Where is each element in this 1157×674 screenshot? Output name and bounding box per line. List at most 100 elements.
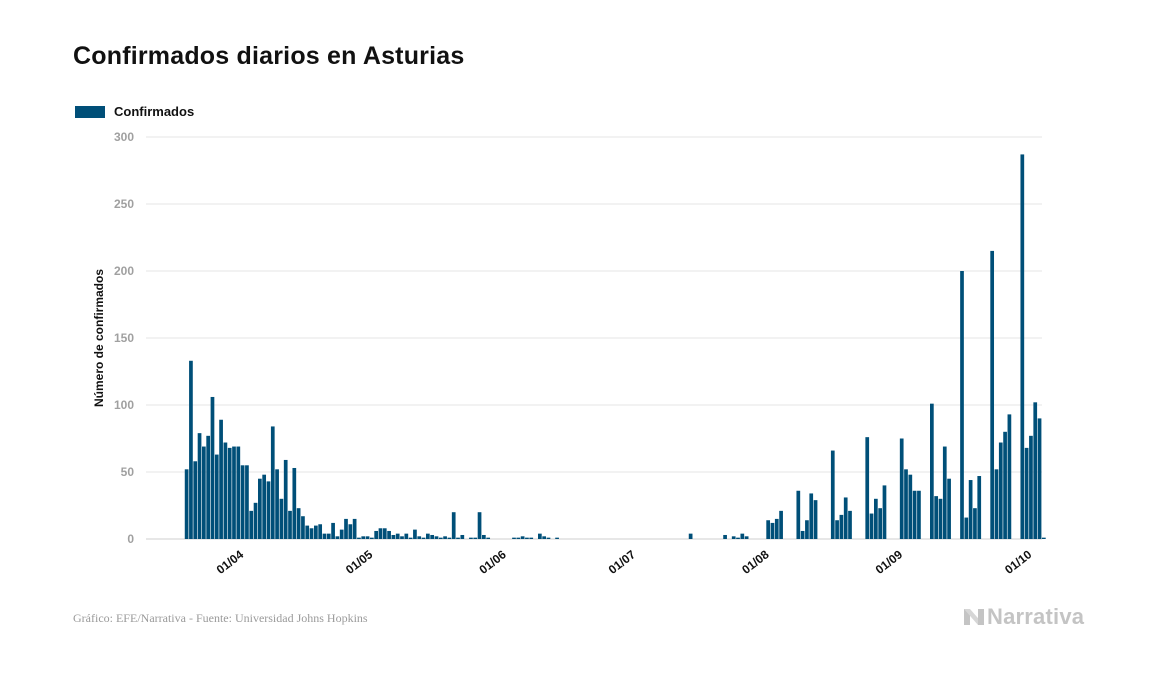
- y-tick-label: 150: [114, 331, 134, 345]
- bar: [309, 528, 314, 539]
- bar: [210, 396, 215, 539]
- bar: [473, 537, 478, 539]
- bar: [395, 533, 400, 539]
- bar: [486, 537, 491, 539]
- x-tick-label: 01/09: [873, 547, 906, 577]
- bar: [318, 524, 323, 539]
- bar: [227, 447, 232, 539]
- bar: [930, 403, 934, 539]
- bar: [942, 446, 947, 539]
- bar: [339, 529, 344, 539]
- bar: [404, 533, 409, 539]
- legend: Confirmados: [75, 104, 194, 119]
- bar: [912, 490, 917, 539]
- bar: [917, 490, 921, 539]
- x-tick-label: 01/07: [606, 547, 639, 577]
- bar: [258, 478, 262, 539]
- bar: [800, 530, 805, 539]
- bar: [813, 500, 818, 539]
- bar: [382, 528, 387, 539]
- bar: [245, 465, 249, 539]
- bar-series-confirmados: [184, 154, 1046, 540]
- bar: [378, 528, 383, 539]
- bar: [1037, 418, 1042, 539]
- bar: [938, 498, 943, 539]
- bar: [447, 537, 452, 539]
- bar: [219, 419, 223, 539]
- x-tick-label: 01/10: [1002, 547, 1035, 577]
- x-tick-label: 01/05: [343, 547, 376, 577]
- bar: [387, 530, 391, 539]
- bar: [279, 498, 284, 539]
- bar: [434, 536, 439, 539]
- bar: [973, 508, 977, 539]
- y-tick-label: 300: [114, 130, 134, 144]
- bar: [520, 536, 525, 539]
- bar: [344, 518, 348, 539]
- bar: [283, 459, 288, 539]
- bar: [223, 442, 228, 539]
- bar: [908, 474, 913, 539]
- x-tick-label: 01/06: [476, 547, 509, 577]
- bar: [361, 536, 366, 539]
- bar: [796, 490, 801, 539]
- bar: [1024, 447, 1029, 539]
- bar: [899, 438, 904, 539]
- bar: [529, 537, 534, 539]
- bar: [275, 469, 279, 539]
- brand-name: Narrativa: [987, 604, 1085, 629]
- bar: [1033, 402, 1038, 539]
- bar: [1007, 414, 1012, 539]
- bar: [296, 508, 301, 539]
- bar: [843, 497, 848, 539]
- bar: [546, 537, 551, 539]
- bar: [443, 536, 447, 539]
- bar: [456, 537, 460, 539]
- bar: [964, 517, 969, 539]
- bar: [232, 446, 236, 539]
- grid: [146, 136, 1042, 540]
- brand-logo: Narrativa: [963, 604, 1084, 630]
- bar: [809, 493, 814, 539]
- bar: [348, 524, 353, 539]
- bar: [688, 533, 693, 539]
- bar: [301, 516, 305, 539]
- bar: [865, 437, 870, 539]
- narrativa-logo-icon: [964, 609, 984, 625]
- bar: [189, 360, 193, 539]
- bar: [1029, 435, 1033, 539]
- source-credit: Gráfico: EFE/Narrativa - Fuente: Univers…: [73, 611, 368, 625]
- bar: [270, 426, 275, 539]
- bar: [400, 536, 404, 539]
- bar: [193, 461, 198, 539]
- bar: [774, 518, 779, 539]
- bar: [1020, 154, 1025, 540]
- bar: [740, 533, 745, 539]
- bar: [779, 510, 783, 539]
- bar: [322, 533, 327, 539]
- bar: [525, 537, 529, 539]
- bar: [835, 520, 839, 539]
- y-axis: 0 50 100 150 200 250 300: [114, 130, 134, 546]
- bar: [421, 537, 426, 539]
- bar: [869, 513, 874, 539]
- bar: [878, 508, 883, 539]
- bar: [555, 537, 559, 539]
- bar: [538, 533, 542, 539]
- bar: [744, 536, 749, 539]
- bar: [469, 537, 473, 539]
- bar: [460, 534, 465, 539]
- bar: [805, 520, 809, 539]
- bar: [770, 522, 775, 539]
- bar: [451, 512, 456, 539]
- bar: [206, 435, 211, 539]
- bar: [365, 536, 370, 539]
- bar: [236, 446, 241, 539]
- bar: [839, 514, 844, 539]
- bar: [417, 536, 422, 539]
- bar: [249, 510, 254, 539]
- bar: [413, 529, 417, 539]
- bar: [947, 478, 951, 539]
- bar: [331, 522, 335, 539]
